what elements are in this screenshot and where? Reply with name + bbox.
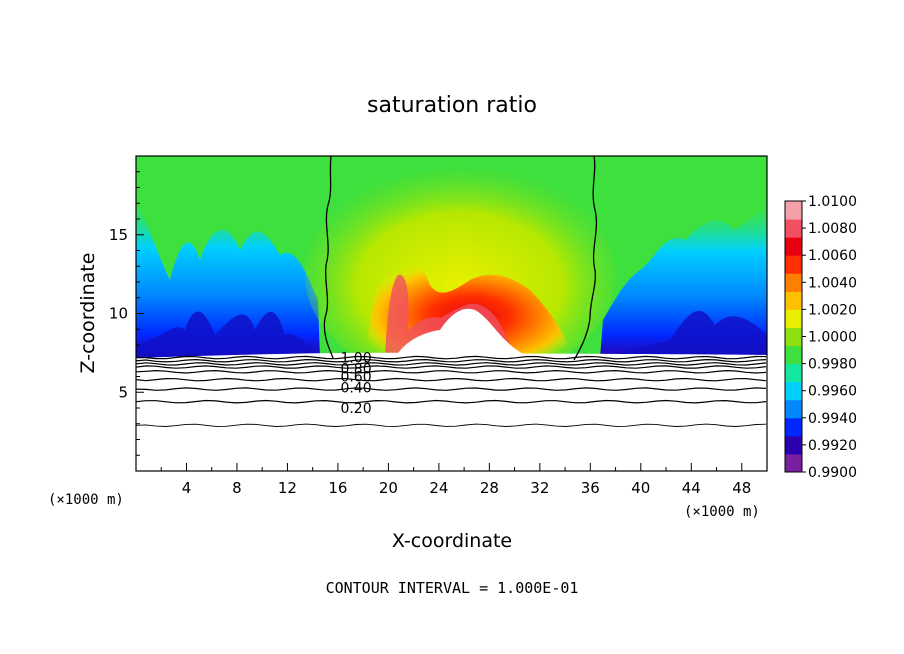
colorbar-swatch: [785, 291, 802, 310]
chart-title: saturation ratio: [367, 93, 537, 118]
cloud-dome: [395, 308, 530, 358]
y-axis-title: Z-coordinate: [77, 253, 99, 374]
y-axis: 5 10 15: [109, 171, 144, 456]
colorbar-label: 0.9960: [808, 384, 857, 400]
x-tick-label: 24: [429, 479, 448, 497]
heatmap-field: [136, 156, 767, 358]
colorbar-label: 0.9980: [808, 357, 857, 373]
x-tick-label: 48: [732, 479, 751, 497]
colorbar-swatch: [785, 237, 802, 256]
contour-label: 0.20: [340, 401, 371, 417]
colorbar-label: 1.0060: [808, 248, 857, 264]
contour-label: 0.40: [340, 381, 371, 397]
x-tick-label: 32: [530, 479, 549, 497]
plot-area: [136, 156, 767, 471]
colorbar-swatch: [785, 363, 802, 383]
x-tick-label: 8: [232, 479, 242, 497]
colorbar-label: 1.0000: [808, 330, 857, 346]
contour-1-right-boundary: [573, 156, 598, 361]
colorbar-label: 1.0100: [808, 194, 857, 210]
x-tick-label: 20: [379, 479, 398, 497]
colorbar: 1.0100 1.0080 1.0060 1.0040 1.0020 1.0000 0.99…: [784, 194, 857, 481]
contour-lines: [136, 355, 767, 427]
colorbar-swatch: [785, 255, 802, 274]
y-tick-label: 15: [109, 226, 128, 244]
contour-line: [136, 355, 767, 360]
colorbar-label: 0.9920: [808, 438, 857, 454]
contour-line: [136, 387, 767, 391]
x-axis: 4 8 12 16 20 24 28 32 36 40 44 48: [160, 463, 751, 497]
colorbar-swatch: [785, 345, 802, 365]
x-axis-unit-right: (×1000 m): [684, 504, 760, 520]
y-tick-label: 10: [109, 305, 128, 323]
contour-label: 1.00: [340, 351, 371, 367]
x-tick-label: 12: [278, 479, 297, 497]
colorbar-label: 0.9900: [808, 465, 857, 481]
contour-line: [136, 365, 767, 369]
colorbar-swatch: [785, 219, 802, 238]
contour-label: 0.80: [340, 362, 371, 378]
x-axis-unit-left: (×1000 m): [48, 492, 124, 508]
colorbar-swatch: [785, 201, 802, 220]
colorbar-swatch: [785, 273, 802, 292]
contour-1-left-boundary: [323, 156, 334, 359]
colorbar-swatch: [785, 435, 802, 455]
contour-line: [136, 358, 767, 363]
left-deep-blue: [136, 311, 320, 358]
contour-line: [136, 369, 767, 374]
contour-label: 0.60: [340, 370, 371, 386]
colorbar-swatch: [785, 453, 802, 473]
x-axis-title: X-coordinate: [392, 530, 512, 552]
contour-line: [136, 399, 767, 404]
x-tick-label: 28: [480, 479, 499, 497]
colorbar-swatch: [785, 381, 802, 401]
right-deep-blue: [605, 310, 767, 358]
x-tick-label: 36: [581, 479, 600, 497]
contour-line: [136, 423, 767, 427]
contour-line: [136, 377, 767, 382]
colorbar-label: 1.0080: [808, 221, 857, 237]
colorbar-label: 0.9940: [808, 411, 857, 427]
x-tick-label: 40: [631, 479, 650, 497]
contour-interval-note: CONTOUR INTERVAL = 1.000E-01: [326, 579, 579, 597]
colorbar-swatch: [785, 327, 802, 347]
x-tick-label: 4: [182, 479, 192, 497]
contour-labels: 1.000.800.600.40 0.20: [340, 351, 371, 417]
colorbar-swatch: [785, 309, 802, 328]
y-tick-label: 5: [118, 383, 128, 401]
x-tick-label: 44: [682, 479, 701, 497]
colorbar-swatch: [785, 399, 802, 419]
x-tick-label: 16: [328, 479, 347, 497]
colorbar-label: 1.0020: [808, 302, 857, 318]
colorbar-label: 1.0040: [808, 275, 857, 291]
colorbar-swatch: [785, 417, 802, 437]
contour-line: [136, 362, 767, 366]
